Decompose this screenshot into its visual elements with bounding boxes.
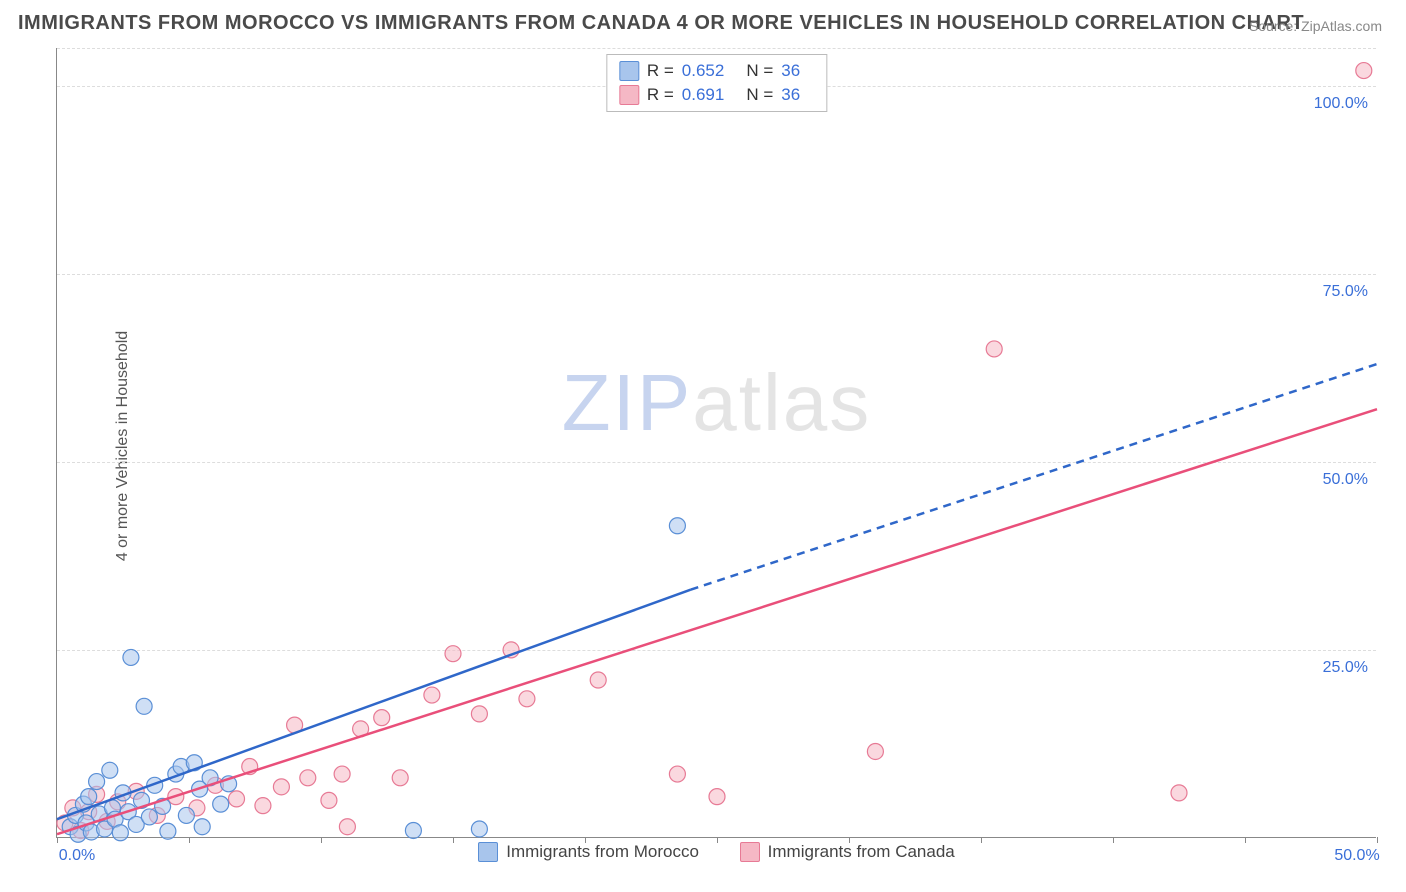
legend-label-morocco: Immigrants from Morocco bbox=[506, 842, 699, 862]
data-point bbox=[445, 646, 461, 662]
legend-item-morocco: Immigrants from Morocco bbox=[478, 842, 699, 862]
data-point bbox=[471, 821, 487, 837]
data-point bbox=[300, 770, 316, 786]
data-point bbox=[374, 710, 390, 726]
data-point bbox=[424, 687, 440, 703]
data-point bbox=[334, 766, 350, 782]
r-label: R = bbox=[647, 61, 674, 81]
swatch-canada-icon bbox=[740, 842, 760, 862]
data-point bbox=[1356, 63, 1372, 79]
data-point bbox=[986, 341, 1002, 357]
data-point bbox=[255, 798, 271, 814]
data-point bbox=[194, 819, 210, 835]
source-value: ZipAtlas.com bbox=[1301, 18, 1382, 34]
data-point bbox=[136, 698, 152, 714]
stats-row-morocco: R = 0.652 N = 36 bbox=[619, 59, 814, 83]
regression-line bbox=[57, 409, 1377, 834]
data-point bbox=[709, 789, 725, 805]
series-legend: Immigrants from Morocco Immigrants from … bbox=[57, 842, 1376, 867]
swatch-morocco-icon bbox=[619, 61, 639, 81]
stats-legend: R = 0.652 N = 36 R = 0.691 N = 36 bbox=[606, 54, 827, 112]
chart-title: IMMIGRANTS FROM MOROCCO VS IMMIGRANTS FR… bbox=[18, 12, 1304, 35]
data-point bbox=[519, 691, 535, 707]
data-point bbox=[89, 774, 105, 790]
data-point bbox=[178, 807, 194, 823]
n-value-morocco: 36 bbox=[781, 61, 800, 81]
source-label: Source: bbox=[1249, 18, 1297, 34]
chart-svg bbox=[57, 48, 1376, 837]
data-point bbox=[213, 796, 229, 812]
source-attribution: Source: ZipAtlas.com bbox=[1249, 18, 1382, 34]
data-point bbox=[141, 809, 157, 825]
legend-item-canada: Immigrants from Canada bbox=[740, 842, 955, 862]
data-point bbox=[669, 766, 685, 782]
data-point bbox=[112, 825, 128, 841]
swatch-morocco-icon bbox=[478, 842, 498, 862]
regression-line bbox=[691, 364, 1377, 590]
n-label: N = bbox=[746, 85, 773, 105]
data-point bbox=[102, 762, 118, 778]
data-point bbox=[160, 823, 176, 839]
swatch-canada-icon bbox=[619, 85, 639, 105]
legend-label-canada: Immigrants from Canada bbox=[768, 842, 955, 862]
r-value-canada: 0.691 bbox=[682, 85, 725, 105]
data-point bbox=[405, 822, 421, 838]
n-label: N = bbox=[746, 61, 773, 81]
data-point bbox=[123, 649, 139, 665]
data-point bbox=[471, 706, 487, 722]
data-point bbox=[339, 819, 355, 835]
xtick-mark bbox=[1377, 837, 1378, 843]
stats-row-canada: R = 0.691 N = 36 bbox=[619, 83, 814, 107]
data-point bbox=[229, 791, 245, 807]
chart-plot-area: ZIPatlas 25.0%50.0%75.0%100.0% 0.0%50.0%… bbox=[56, 48, 1376, 838]
r-value-morocco: 0.652 bbox=[682, 61, 725, 81]
data-point bbox=[392, 770, 408, 786]
data-point bbox=[669, 518, 685, 534]
r-label: R = bbox=[647, 85, 674, 105]
data-point bbox=[273, 779, 289, 795]
data-point bbox=[81, 789, 97, 805]
n-value-canada: 36 bbox=[781, 85, 800, 105]
data-point bbox=[321, 792, 337, 808]
data-point bbox=[1171, 785, 1187, 801]
data-point bbox=[867, 743, 883, 759]
data-point bbox=[590, 672, 606, 688]
